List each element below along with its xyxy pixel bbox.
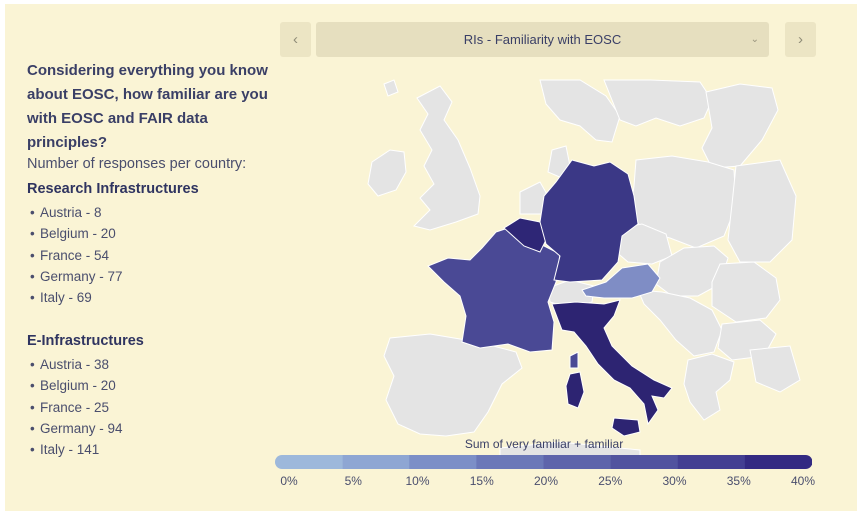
italy-shape: [551, 299, 673, 426]
sicily-shape: [611, 417, 641, 437]
e-infra-country-list: • Austria - 38 • Belgium - 20 • France - 25…: [30, 354, 123, 460]
dataset-select-value: RIs - Familiarity with EOSC: [463, 32, 622, 47]
next-button[interactable]: ›: [785, 22, 816, 57]
no-data-countries: [367, 79, 801, 461]
turkey-shape: [749, 345, 801, 393]
dataset-select[interactable]: RIs - Familiarity with EOSC ⌄: [316, 22, 769, 57]
greece-shape: [683, 353, 735, 421]
responses-heading: Number of responses per country:: [27, 156, 247, 172]
legend-tick-label: 15%: [469, 474, 494, 488]
sardinia-shape: [565, 371, 585, 409]
list-item: • Italy - 69: [30, 290, 92, 306]
chevron-down-icon: ⌄: [750, 34, 759, 45]
legend-bin: [543, 455, 612, 469]
list-item: • Austria - 8: [30, 205, 102, 220]
legend-bin: [677, 455, 746, 469]
legend-bin: [610, 455, 679, 469]
group-title-e-infra: E-Infrastructures: [27, 333, 144, 349]
list-item: • Italy - 141: [30, 442, 100, 458]
list-item: • Germany - 94: [30, 420, 123, 436]
legend-scale: [275, 455, 812, 469]
germany-shape: [539, 159, 639, 283]
iceland-faroe-shape: [383, 79, 399, 97]
list-item: • Austria - 38: [30, 357, 110, 372]
survey-question: Considering everything you know about EO…: [27, 62, 268, 151]
belarus-ukraine-shape: [727, 159, 797, 263]
baltic-shape: [701, 83, 779, 169]
sweden-finland-shape: [603, 79, 713, 127]
list-item: • Germany - 77: [30, 268, 123, 284]
chevron-left-icon: ‹: [293, 31, 298, 48]
legend-tick-label: 35%: [726, 474, 751, 488]
corsica-shape: [569, 351, 579, 369]
chevron-right-icon: ›: [798, 31, 803, 48]
ireland-shape: [367, 149, 407, 197]
legend-bin: [342, 455, 410, 469]
data-countries: [427, 159, 673, 437]
legend-tick-label: 25%: [598, 474, 623, 488]
legend-tick-label: 40%: [790, 474, 816, 488]
legend-tick-label: 30%: [662, 474, 687, 488]
legend-tick-label: 5%: [344, 474, 362, 488]
scandinavia-shape: [539, 79, 621, 143]
list-item: • France - 54: [30, 247, 110, 263]
legend-title: Sum of very familiar + familiar: [464, 437, 624, 451]
legend-bin: [476, 455, 545, 469]
legend-tick-label: 0%: [280, 474, 298, 488]
legend-tick-label: 20%: [533, 474, 559, 488]
austria-shape: [581, 263, 661, 299]
balkans-shape: [637, 289, 723, 357]
group-title-research: Research Infrastructures: [27, 181, 199, 197]
list-item: • France - 25: [30, 399, 110, 415]
list-item: • Belgium - 20: [30, 378, 116, 394]
romania-shape: [711, 261, 781, 323]
iberia-shape: [383, 333, 523, 437]
prev-button[interactable]: ‹: [280, 22, 311, 57]
list-item: • Belgium - 20: [30, 226, 116, 242]
legend-tick-label: 10%: [405, 474, 430, 488]
great-britain-shape: [413, 85, 481, 231]
research-country-list: • Austria - 8 • Belgium - 20 • France - 54 …: [30, 202, 123, 308]
legend-bin: [409, 455, 477, 469]
